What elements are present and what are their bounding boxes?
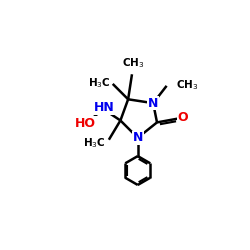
Text: CH$_3$: CH$_3$ [176, 78, 198, 92]
Text: H$_3$C: H$_3$C [83, 136, 106, 150]
Text: N: N [132, 131, 143, 144]
Text: HN: HN [94, 101, 114, 114]
Text: CH$_3$: CH$_3$ [122, 56, 144, 70]
Text: N: N [148, 97, 158, 110]
Text: H$_3$C: H$_3$C [88, 76, 111, 90]
Text: HO: HO [75, 117, 96, 130]
Text: O: O [178, 111, 188, 124]
